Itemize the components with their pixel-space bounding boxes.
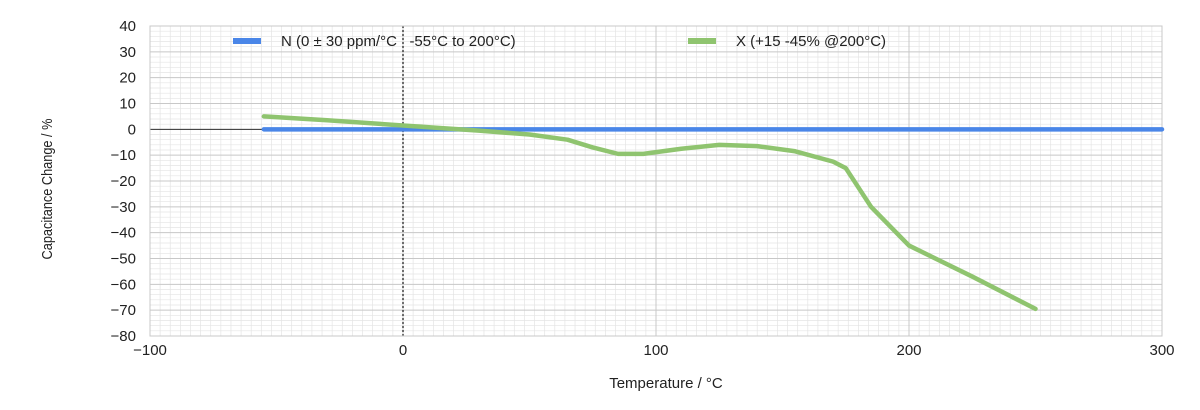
y-tick-label: 30 <box>119 44 136 61</box>
x-tick-label: 300 <box>1149 342 1174 359</box>
y-tick-label: −50 <box>111 251 136 268</box>
y-axis-title: Capacitance Change / % <box>38 119 55 260</box>
legend-item-1: X (+15 -45% @200°C) <box>688 33 886 50</box>
y-tick-label: 20 <box>119 70 136 87</box>
y-tick-label: −10 <box>111 147 136 164</box>
legend-label: X (+15 -45% @200°C) <box>736 33 886 50</box>
y-tick-label: 0 <box>128 121 136 138</box>
x-tick-label: −100 <box>133 342 167 359</box>
tick-labels: −100 0 100 200 300403020100−10−20−30−40−50−6… <box>111 18 1175 359</box>
y-tick-label: −60 <box>111 276 136 293</box>
legend-swatch <box>688 38 716 44</box>
y-tick-label: 10 <box>119 96 136 113</box>
plot-frame <box>149 25 1163 337</box>
y-tick-label: −40 <box>111 225 136 242</box>
y-tick-label: −20 <box>111 173 136 190</box>
x-axis-title: Temperature / °C <box>609 375 723 392</box>
y-tick-label: −80 <box>111 328 136 345</box>
major-grid <box>149 25 1163 337</box>
y-tick-label: −70 <box>111 302 136 319</box>
y-tick-label: −30 <box>111 199 136 216</box>
series-layer <box>261 114 1165 312</box>
x-tick-label: 100 <box>643 342 668 359</box>
x-tick-label: 200 <box>896 342 921 359</box>
y-tick-label: 40 <box>119 18 136 35</box>
legend-swatch <box>233 38 261 44</box>
x-tick-label: 0 <box>399 342 407 359</box>
legend: N (0 ± 30 ppm/°C -55°C to 200°C) X (+15 -… <box>233 33 886 50</box>
legend-item-0: N (0 ± 30 ppm/°C -55°C to 200°C) <box>233 33 516 50</box>
series-line-1 <box>261 114 1038 312</box>
legend-label: N (0 ± 30 ppm/°C -55°C to 200°C) <box>281 33 516 50</box>
